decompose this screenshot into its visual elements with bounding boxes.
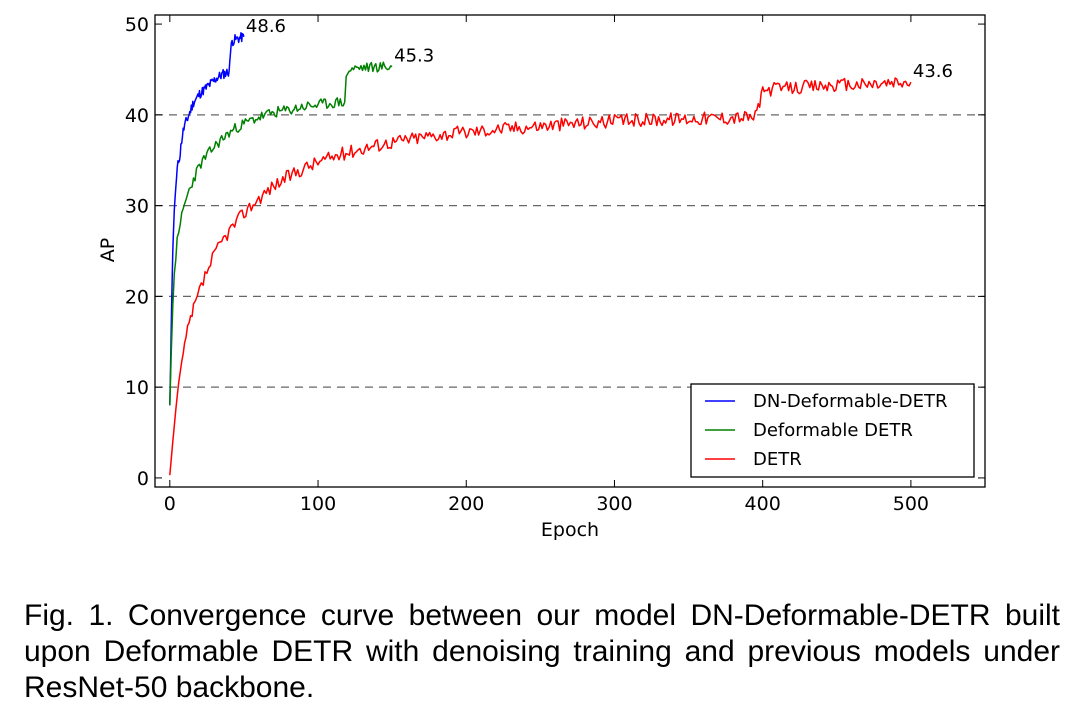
y-tick-label: 30	[125, 196, 149, 218]
series-line-dn-deformable-detr	[169, 32, 245, 406]
x-axis-label: Epoch	[541, 519, 599, 541]
x-tick-label: 100	[300, 493, 336, 515]
y-axis-label: AP	[97, 238, 119, 262]
legend-label-dn-deformable-detr: DN-Deformable-DETR	[753, 391, 947, 412]
series-line-deformable-detr	[169, 61, 393, 406]
end-value-label-detr: 43.6	[913, 61, 953, 82]
y-tick-label: 50	[125, 14, 149, 36]
legend-label-deformable-detr: Deformable DETR	[753, 420, 913, 441]
end-value-label-dn-deformable-detr: 48.6	[246, 16, 286, 37]
legend-box	[690, 383, 975, 478]
x-tick-label: 500	[893, 493, 929, 515]
figure-caption: Fig. 1. Convergence curve between our mo…	[24, 599, 1060, 704]
legend-label-detr: DETR	[753, 449, 802, 470]
x-tick-label: 200	[448, 493, 484, 515]
x-tick-label: 300	[596, 493, 632, 515]
legend: DN-Deformable-DETR Deformable DETR DETR	[690, 383, 975, 478]
y-tick-label: 10	[125, 377, 149, 399]
series-line-detr	[169, 77, 912, 476]
y-tick-label: 40	[125, 105, 149, 127]
y-tick-label: 0	[137, 468, 149, 490]
plot-frame	[154, 14, 986, 488]
series-lines	[169, 32, 912, 476]
x-tick-label: 400	[745, 493, 781, 515]
end-value-label-deformable-detr: 45.3	[394, 46, 434, 67]
end-labels: 48.6 45.3 43.6	[246, 16, 953, 82]
gridlines	[155, 114, 985, 388]
x-tick-label: 0	[164, 493, 176, 515]
y-tick-label: 20	[125, 286, 149, 308]
